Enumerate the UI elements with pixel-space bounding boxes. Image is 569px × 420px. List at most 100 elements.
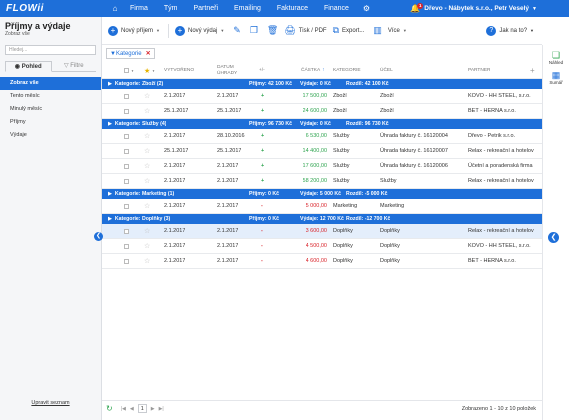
group-header[interactable]: ▶ Kategorie: Marketing (1) Příjmy: 0 Kč Výd… <box>102 189 542 199</box>
page-number[interactable]: 1 <box>137 404 147 413</box>
rail-preview-label: Náhled <box>548 60 564 65</box>
document-icon: ❏ <box>551 50 561 60</box>
star-icon[interactable]: ☆ <box>144 178 151 185</box>
cell-purpose: Zboží <box>380 108 394 114</box>
toolbar: + Nový příjem ▼ + Nový výdaj ▼ ✎ ❐ 🗑 🖨 Tisk /… <box>102 17 542 45</box>
help-button[interactable]: ? Jak na to? ▼ <box>486 25 534 36</box>
bell-icon[interactable]: 🔔 1 <box>410 3 424 13</box>
table-row[interactable]: ☆ 2.1.2017 2.1.2017 +17 500,00 Zboží Zboží KOV… <box>102 89 542 104</box>
table-row[interactable]: ☆ 2.1.2017 2.1.2017 - 3 600,00 Doplňky Doplňky… <box>102 224 542 239</box>
first-page-icon[interactable]: |◀ <box>120 405 126 412</box>
chevron-down-icon[interactable]: ▼ <box>152 68 155 73</box>
col-header-amount[interactable]: ČÁSTKA ↑ <box>301 63 325 78</box>
star-icon[interactable]: ☆ <box>144 203 151 210</box>
row-checkbox[interactable] <box>124 159 129 173</box>
row-checkbox[interactable] <box>124 174 129 188</box>
nav-item-fakturace[interactable]: Fakturace <box>276 5 308 12</box>
trash-icon[interactable]: 🗑 <box>266 25 279 35</box>
add-column-icon[interactable]: + <box>530 66 535 75</box>
rail-preview[interactable]: ❏ Náhled <box>543 50 569 65</box>
export-button[interactable]: ⧉ Export... <box>333 25 365 36</box>
star-icon[interactable]: ☆ <box>144 163 151 170</box>
nav-item-finance[interactable]: Finance <box>324 5 349 12</box>
star-icon[interactable]: ★ <box>144 67 151 75</box>
table-row[interactable]: ☆ 2.1.2017 2.1.2017 +58 200,00 Služby Služby R… <box>102 174 542 189</box>
cell-partner: Relax - rekreační a hotelov <box>468 228 534 234</box>
sidebar-item-prijmy[interactable]: Příjmy <box>10 119 26 125</box>
cell-purpose: Služby <box>380 178 397 184</box>
new-income-button[interactable]: + Nový příjem ▼ <box>108 25 160 36</box>
refresh-icon[interactable]: ↻ <box>106 404 113 413</box>
col-header-created[interactable]: VYTVOŘENO <box>164 68 195 73</box>
nav-item-firma[interactable]: Firma <box>130 5 148 12</box>
rail-summary[interactable]: ▦ Sumář <box>543 70 569 85</box>
app-logo[interactable]: FLOWii <box>6 3 44 14</box>
more-button[interactable]: Více ▼ <box>388 28 407 34</box>
table-row[interactable]: ☆ 2.1.2017 2.1.2017 - 4 500,00 Doplňky Doplňky… <box>102 239 542 254</box>
table-row[interactable]: ☆ 2.1.2017 2.1.2017 - 4 600,00 Doplňky Doplňky… <box>102 254 542 269</box>
col-header-paid[interactable]: DATUM ÚHRADY <box>217 64 238 76</box>
table-row[interactable]: ☆ 25.1.2017 25.1.2017 +24 600,00 Zboží Zboží B… <box>102 104 542 119</box>
chevron-down-icon[interactable]: ▼ <box>220 28 225 33</box>
sort-asc-icon: ↑ <box>322 68 325 73</box>
star-icon[interactable]: ☆ <box>144 93 151 100</box>
group-header[interactable]: ▶ Kategorie: Služby (4) Příjmy: 96 730 Kč V… <box>102 119 542 129</box>
prev-page-icon[interactable]: ◀ <box>129 405 134 412</box>
star-icon[interactable]: ☆ <box>144 148 151 155</box>
col-header-sign[interactable]: +/- <box>259 68 265 73</box>
nav-item-emailing[interactable]: Emailing <box>234 5 261 12</box>
nav-item-tym[interactable]: Tým <box>163 5 178 12</box>
table-row[interactable]: ☆ 2.1.2017 2.1.2017 - 5 000,00 Marketing Marke… <box>102 199 542 214</box>
expand-rail-button[interactable]: ❮ <box>548 232 559 243</box>
table-row[interactable]: ☆ 2.1.2017 28.10.2016 +6 530,00 Služby Úhrada… <box>102 129 542 144</box>
row-checkbox[interactable] <box>124 89 129 103</box>
select-all-checkbox[interactable] <box>124 63 129 78</box>
sidebar-item-tento-mesic[interactable]: Tento měsíc <box>10 93 40 99</box>
chart-icon[interactable]: ▥ <box>373 25 382 35</box>
last-page-icon[interactable]: ▶| <box>158 405 164 412</box>
tab-filtre[interactable]: ▽ Filtre <box>52 61 97 71</box>
new-expense-button[interactable]: + Nový výdaj ▼ <box>174 25 225 36</box>
table-row[interactable]: ☆ 25.1.2017 25.1.2017 +14 400,00 Služby Úhrad… <box>102 144 542 159</box>
star-icon[interactable]: ☆ <box>144 108 151 115</box>
tab-pohled[interactable]: ◉ Pohled <box>5 61 52 72</box>
row-checkbox[interactable] <box>124 104 129 118</box>
edit-icon[interactable]: ✎ <box>233 25 241 35</box>
search-input[interactable]: Hledej... <box>5 45 96 55</box>
row-checkbox[interactable] <box>124 199 129 213</box>
chevron-down-icon[interactable]: ▼ <box>156 28 160 33</box>
star-icon[interactable]: ☆ <box>144 258 151 265</box>
row-checkbox[interactable] <box>124 224 129 238</box>
next-page-icon[interactable]: ▶ <box>150 405 155 412</box>
star-icon[interactable]: ☆ <box>144 228 151 235</box>
edit-list-link[interactable]: Upravit seznam <box>31 400 70 406</box>
copy-icon[interactable]: ❐ <box>249 25 258 35</box>
star-icon[interactable]: ☆ <box>144 133 151 140</box>
caret-right-icon: ▶ <box>108 121 112 127</box>
group-header[interactable]: ▶ Kategorie: Doplňky (3) Příjmy: 0 Kč Výdaj… <box>102 214 542 224</box>
row-checkbox[interactable] <box>124 144 129 158</box>
sidebar-item-zobraz-vse[interactable]: Zobraz vše <box>0 77 101 90</box>
col-header-partner[interactable]: PARTNER <box>468 68 491 73</box>
col-header-category[interactable]: KATEGORIE <box>333 68 361 73</box>
company-switcher[interactable]: 🔔 1 Dřevo - Nábytek s.r.o., Petr Veselý ▼ <box>410 0 537 17</box>
gear-icon[interactable]: ⚙ <box>362 4 371 13</box>
row-checkbox[interactable] <box>124 129 129 143</box>
nav-item-partneri[interactable]: Partneři <box>193 5 219 12</box>
cell-paid: 2.1.2017 <box>217 93 239 99</box>
collapse-sidebar-button[interactable]: ❮ <box>94 232 103 241</box>
chevron-down-icon[interactable]: ▼ <box>131 68 134 73</box>
row-checkbox[interactable] <box>124 239 129 253</box>
row-checkbox[interactable] <box>124 254 129 268</box>
star-icon[interactable]: ☆ <box>144 243 151 250</box>
group-header[interactable]: ▶ Kategorie: Zboží (2) Příjmy: 42 100 Kč Vý… <box>102 79 542 89</box>
home-icon[interactable]: ⌂ <box>112 4 118 13</box>
sidebar-item-vydaje[interactable]: Výdaje <box>10 132 27 138</box>
col-header-purpose[interactable]: ÚČEL <box>380 68 393 73</box>
sidebar-item-minuly-mesic[interactable]: Minulý měsíc <box>10 106 43 112</box>
close-icon[interactable]: ✕ <box>145 51 151 57</box>
category-filter-chip[interactable]: ▼ Kategorie ✕ <box>106 48 155 59</box>
group-prijmy: Příjmy: 42 100 Kč <box>249 81 292 87</box>
print-pdf-button[interactable]: 🖨 Tisk / PDF <box>284 25 326 36</box>
table-row[interactable]: ☆ 2.1.2017 2.1.2017 +17 600,00 Služby Úhrada … <box>102 159 542 174</box>
